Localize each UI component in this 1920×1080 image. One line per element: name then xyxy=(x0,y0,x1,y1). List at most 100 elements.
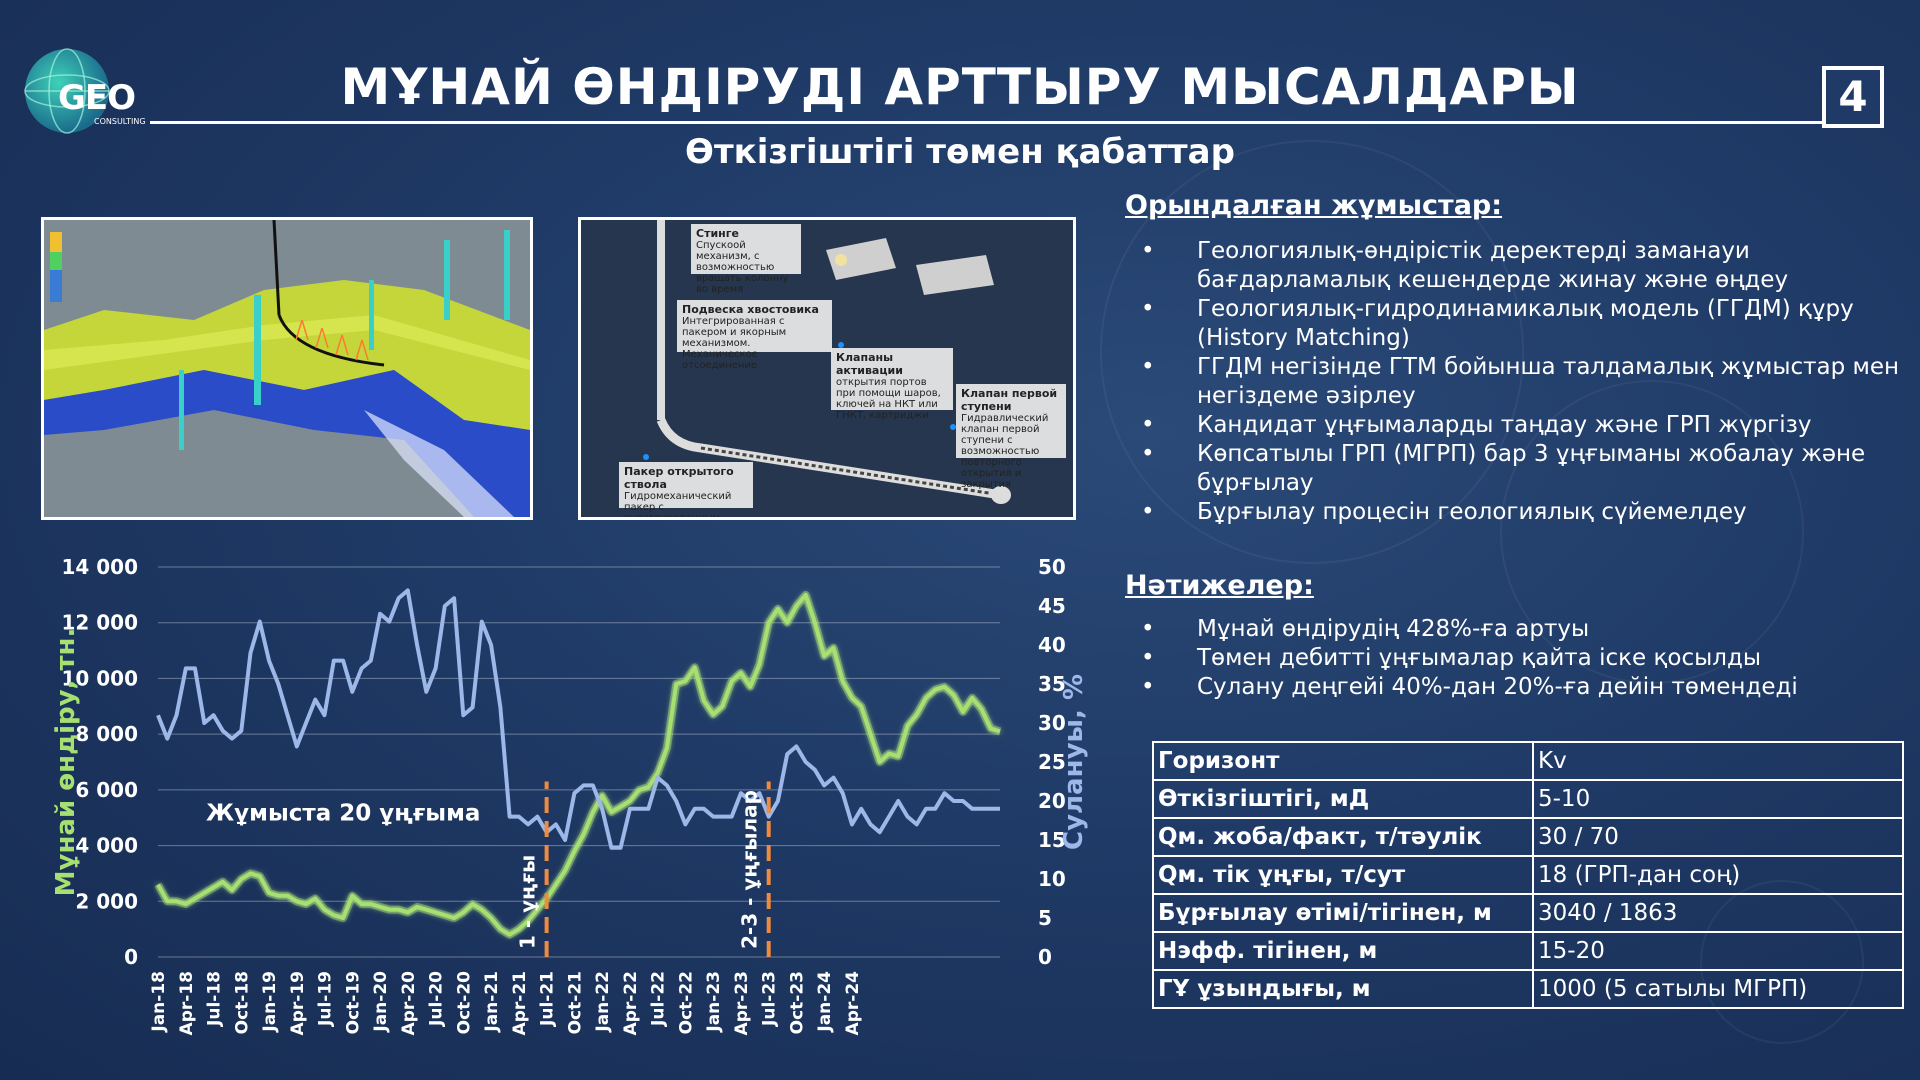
param-name: Бұрғылау өтімі/тігінен, м xyxy=(1152,893,1534,933)
callout-stinger: Стинге Спускоой механизм, с возможностью … xyxy=(691,224,801,295)
x-tick-label: Apr-23 xyxy=(732,971,752,1035)
callout-activation-valves: Клапаны активации открытия портов при пом… xyxy=(831,348,953,421)
page-number: 4 xyxy=(1822,66,1884,128)
marker-well-1-label: 1 - ұңғы xyxy=(516,855,540,949)
y2-tick-label: 25 xyxy=(1038,750,1066,774)
y-tick-label: 4 000 xyxy=(75,834,138,858)
x-tick-label: Jan-18 xyxy=(149,971,169,1033)
marker-wells-2-3-label: 2-3 - ұңғылар xyxy=(738,790,762,949)
x-tick-label: Jul-22 xyxy=(649,971,669,1027)
x-tick-label: Jan-19 xyxy=(260,971,280,1033)
param-name: Нэфф. тігінен, м xyxy=(1152,931,1534,971)
list-item: Төмен дебитті ұңғымалар қайта іске қосыл… xyxy=(1141,644,1911,673)
x-tick-label: Oct-23 xyxy=(787,971,807,1034)
x-tick-label: Oct-18 xyxy=(232,971,252,1034)
oil-production-line xyxy=(156,592,1001,937)
page-title: МҰНАЙ ӨНДІРУДІ АРТТЫРУ МЫСАЛДАРЫ xyxy=(340,58,1580,116)
y-tick-label: 10 000 xyxy=(61,666,138,690)
x-tick-label: Jul-23 xyxy=(760,971,780,1027)
x-tick-label: Jul-21 xyxy=(538,971,558,1027)
title-divider xyxy=(150,121,1830,124)
y2-tick-label: 10 xyxy=(1038,867,1066,891)
param-value: 3040 / 1863 xyxy=(1532,893,1904,933)
list-item: Геологиялық-гидродинамикалық модель (ГГД… xyxy=(1141,295,1911,353)
x-tick-label: Apr-21 xyxy=(510,971,530,1035)
globe-icon xyxy=(24,48,110,134)
x-tick-label: Jul-19 xyxy=(316,971,336,1027)
callout-open-hole-packer: Пакер открытого ствола Гидромеханический … xyxy=(619,462,753,517)
table-row: Горизонт Kv xyxy=(1152,741,1904,781)
y2-tick-label: 30 xyxy=(1038,711,1066,735)
callout-liner-hanger: Подвеска хвостовика Интегрированная с пак… xyxy=(677,300,832,371)
table-row: Өткізгіштігі, мД 5-10 xyxy=(1152,779,1904,819)
x-tick-label: Jul-18 xyxy=(205,971,225,1027)
param-value: 15-20 xyxy=(1532,931,1904,971)
y-tick-label: 2 000 xyxy=(75,889,138,913)
y-tick-label: 6 000 xyxy=(75,778,138,802)
param-value: 5-10 xyxy=(1532,779,1904,819)
param-value: 1000 (5 сатылы МГРП) xyxy=(1532,969,1904,1009)
geo-consulting-logo: GEO CONSULTING xyxy=(22,45,152,135)
y2-axis-title: Сулануы, % xyxy=(1059,674,1089,850)
logo-subtext: CONSULTING xyxy=(94,117,146,126)
x-tick-label: Jan-20 xyxy=(371,971,391,1033)
param-name: Qм. тік ұңғы, т/сут xyxy=(1152,855,1534,895)
watercut-line xyxy=(156,588,1000,850)
x-tick-label: Oct-22 xyxy=(676,971,696,1034)
results-list: Мұнай өндірудің 428%-ға артуы Төмен деби… xyxy=(1141,615,1911,702)
works-list: Геологиялық-өндірістік деректерді замана… xyxy=(1141,237,1911,527)
x-tick-label: Jan-21 xyxy=(482,971,502,1033)
x-tick-label: Apr-20 xyxy=(399,971,419,1036)
table-row: Нэфф. тігінен, м 15-20 xyxy=(1152,931,1904,971)
oil-series-glow xyxy=(154,590,1002,939)
y2-tick-label: 40 xyxy=(1038,633,1066,657)
param-name: ГҰ ұзындығы, м xyxy=(1152,969,1534,1009)
table-row: Qм. жоба/факт, т/тәулік 30 / 70 xyxy=(1152,817,1904,857)
y2-tick-label: 20 xyxy=(1038,789,1066,813)
param-value: 30 / 70 xyxy=(1532,817,1904,857)
completion-tool-diagram: Стинге Спускоой механизм, с возможностью … xyxy=(578,217,1076,520)
y2-tick-label: 0 xyxy=(1038,945,1052,969)
param-name: Горизонт xyxy=(1152,741,1534,781)
list-item: Сулану деңгейі 40%-дан 20%-ға дейін төме… xyxy=(1141,673,1911,702)
param-name: Өткізгіштігі, мД xyxy=(1152,779,1534,819)
y2-tick-label: 50 xyxy=(1038,555,1066,579)
table-row: Qм. тік ұңғы, т/сут 18 (ГРП-дан соң) xyxy=(1152,855,1904,895)
production-chart: 0 2 000 4 000 6 000 8 000 10 000 12 000 14 000 0… xyxy=(51,555,1089,1036)
x-tick-label: Apr-18 xyxy=(177,971,197,1035)
x-tick-label: Oct-19 xyxy=(343,971,363,1034)
y2-tick-label: 35 xyxy=(1038,672,1066,696)
param-value: 18 (ГРП-дан соң) xyxy=(1532,855,1904,895)
x-tick-label: Apr-19 xyxy=(288,971,308,1035)
x-tick-label: Oct-21 xyxy=(565,971,585,1034)
reservoir-model-illustration xyxy=(44,220,530,517)
reservoir-model-image xyxy=(41,217,533,520)
y2-tick-label: 45 xyxy=(1038,594,1066,618)
logo-text: GEO xyxy=(58,78,136,118)
y-tick-label: 14 000 xyxy=(61,555,138,579)
x-tick-label: Jul-20 xyxy=(427,971,447,1027)
list-item: Көпсатылы ГРП (МГРП) бар 3 ұңғыманы жоба… xyxy=(1141,440,1911,498)
results-heading: Нәтижелер: xyxy=(1125,570,1314,601)
y-axis-title: Мұнай өндіру, тн. xyxy=(51,628,81,897)
y-tick-label: 8 000 xyxy=(75,722,138,746)
callout-first-stage-valve: Клапан первой ступени Гидравлический клап… xyxy=(956,384,1066,490)
wells-annotation: Жұмыста 20 ұңғыма xyxy=(206,801,480,827)
x-tick-label: Jan-24 xyxy=(815,971,835,1033)
x-tick-label: Oct-20 xyxy=(454,971,474,1035)
param-name: Qм. жоба/факт, т/тәулік xyxy=(1152,817,1534,857)
table-row: ГҰ ұзындығы, м 1000 (5 сатылы МГРП) xyxy=(1152,969,1904,1009)
x-tick-label: Apr-22 xyxy=(621,971,641,1035)
works-heading: Орындалған жұмыстар: xyxy=(1125,190,1503,221)
x-tick-label: Jan-22 xyxy=(593,971,613,1033)
list-item: Кандидат ұңғымаларды таңдау және ГРП жүр… xyxy=(1141,411,1911,440)
parameters-table: Горизонт Kv Өткізгіштігі, мД 5-10 Qм. жоба/ф… xyxy=(1152,741,1904,1009)
x-tick-label: Jan-23 xyxy=(704,971,724,1033)
list-item: Бұрғылау процесін геологиялық сүйемелдеу xyxy=(1141,498,1911,527)
y2-tick-label: 15 xyxy=(1038,828,1066,852)
list-item: Геологиялық-өндірістік деректерді замана… xyxy=(1141,237,1911,295)
page-subtitle: Өткізгіштігі төмен қабаттар xyxy=(685,132,1235,172)
table-row: Бұрғылау өтімі/тігінен, м 3040 / 1863 xyxy=(1152,893,1904,933)
y2-tick-label: 5 xyxy=(1038,906,1052,930)
list-item: Мұнай өндірудің 428%-ға артуы xyxy=(1141,615,1911,644)
